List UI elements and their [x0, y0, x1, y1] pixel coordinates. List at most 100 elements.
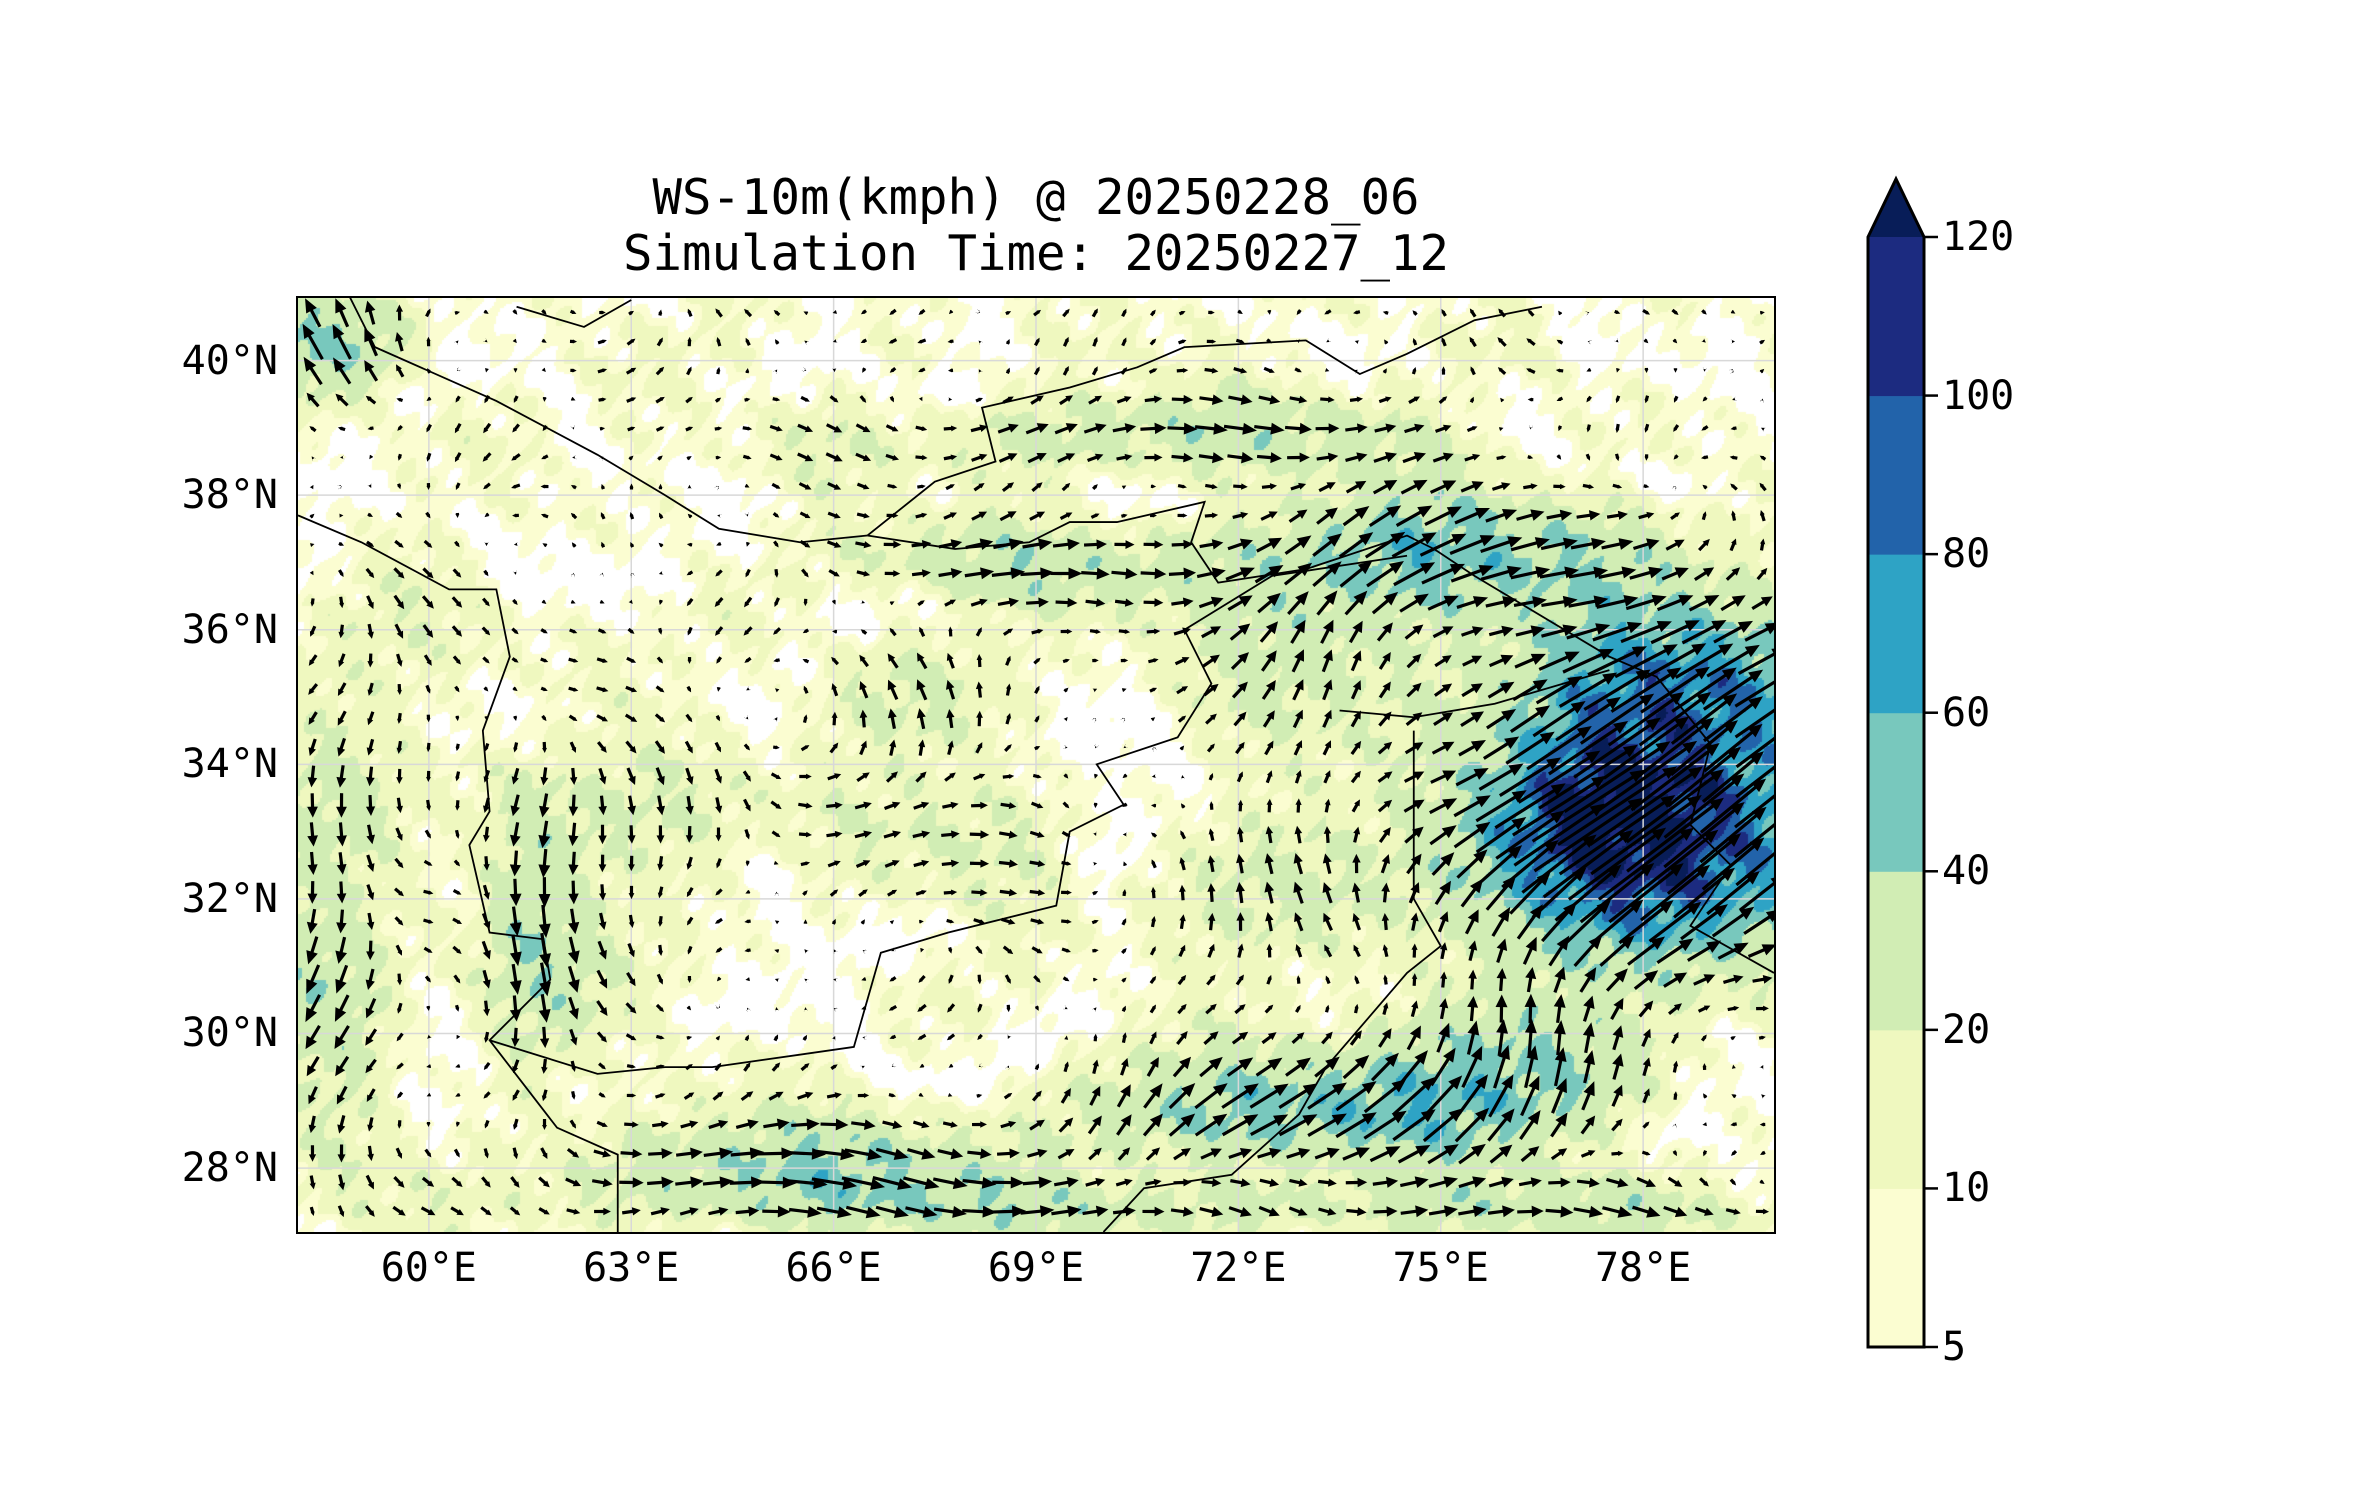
wind-vector	[1204, 367, 1219, 374]
wind-vector	[1177, 483, 1187, 489]
wind-vector	[308, 683, 319, 695]
wind-vector	[1022, 1176, 1053, 1189]
wind-vector	[1092, 336, 1098, 347]
wind-vector	[1205, 713, 1217, 725]
wind-vector	[1323, 912, 1333, 931]
wind-vector	[1062, 976, 1070, 982]
wind-vector	[687, 308, 693, 317]
wind-vector	[1207, 943, 1215, 958]
wind-vector	[1122, 832, 1127, 837]
wind-vector	[367, 483, 372, 488]
wind-vector	[773, 310, 781, 317]
wind-vector	[1454, 1107, 1490, 1143]
wind-vector	[455, 482, 461, 490]
wind-vector	[1438, 396, 1448, 404]
wind-vector	[744, 483, 750, 488]
wind-vector	[572, 455, 577, 460]
wind-vector	[334, 994, 350, 1022]
colorbar-tick-label: 20	[1942, 1006, 1991, 1053]
wind-vector	[591, 1178, 613, 1188]
wind-vector	[1524, 993, 1537, 1024]
wind-vector	[1221, 1083, 1259, 1109]
wind-vector	[1173, 627, 1191, 636]
wind-vector	[686, 456, 692, 461]
wind-vector	[1172, 1056, 1192, 1078]
wind-vector	[1116, 396, 1132, 404]
wind-vector	[708, 1206, 729, 1216]
wind-vector	[397, 1002, 403, 1014]
wind-vector	[717, 514, 722, 519]
wind-vector	[1176, 686, 1189, 695]
wind-vector	[1412, 337, 1418, 346]
wind-vector	[1264, 853, 1274, 875]
wind-vector	[1208, 828, 1215, 842]
wind-vector	[1638, 511, 1655, 520]
wind-vector	[1200, 1148, 1222, 1160]
wind-vector	[1167, 422, 1198, 435]
wind-vector	[1112, 1206, 1136, 1217]
wind-vector	[1230, 1178, 1251, 1188]
wind-vector	[1236, 771, 1243, 783]
wind-vector	[803, 1007, 808, 1012]
wind-vector	[309, 625, 317, 637]
wind-vector	[1469, 336, 1477, 348]
wind-vector	[1625, 769, 1725, 844]
wind-vector	[1254, 422, 1285, 435]
wind-vector	[1223, 422, 1257, 435]
wind-vector	[397, 1091, 404, 1099]
wind-vector	[913, 801, 930, 810]
wind-vector	[1004, 744, 1012, 752]
wind-vector	[338, 569, 344, 577]
wind-vector	[1296, 338, 1301, 344]
wind-vector	[1063, 745, 1068, 750]
wind-vector	[773, 1034, 779, 1042]
wind-vector	[1730, 1036, 1736, 1041]
wind-vector	[1730, 1122, 1737, 1127]
wind-vector	[1429, 480, 1457, 494]
wind-vector	[1527, 455, 1534, 460]
wind-vector	[702, 1176, 735, 1189]
wind-vector	[735, 1119, 759, 1130]
wind-vector	[1528, 425, 1533, 430]
wind-vector	[659, 512, 664, 520]
wind-vector	[1546, 509, 1573, 521]
wind-vector	[1005, 1065, 1010, 1070]
wind-vector	[1176, 1031, 1188, 1045]
wind-vector	[1395, 505, 1433, 527]
wind-vector	[1114, 540, 1135, 549]
wind-vector	[511, 483, 521, 489]
wind-vector	[1408, 396, 1420, 404]
wind-vector	[540, 1147, 548, 1160]
wind-vector	[1288, 509, 1308, 523]
wind-vector	[1205, 1003, 1217, 1015]
wind-vector	[889, 601, 895, 606]
wind-vector	[1590, 899, 1644, 945]
wind-vector	[596, 686, 609, 693]
wind-vector	[970, 424, 989, 433]
wind-vector	[743, 1062, 751, 1072]
wind-vector	[366, 912, 375, 931]
wind-vector	[774, 597, 780, 608]
wind-vector	[774, 978, 780, 983]
wind-vector	[1207, 883, 1216, 903]
wind-vector	[1264, 1004, 1274, 1014]
wind-vector	[937, 1148, 964, 1160]
wind-vector	[593, 1149, 612, 1158]
wind-vector	[1673, 368, 1678, 373]
wind-vector	[539, 793, 550, 818]
wind-vector	[1556, 339, 1564, 345]
wind-vector	[889, 920, 895, 925]
wind-vector	[1612, 483, 1623, 489]
wind-vector	[1374, 423, 1397, 434]
wind-vector	[365, 1058, 377, 1074]
wind-vector	[1706, 644, 1760, 678]
wind-vector	[1000, 1120, 1017, 1129]
wind-vector	[685, 767, 694, 785]
wind-vector	[1638, 1000, 1654, 1018]
wind-vector	[650, 1207, 670, 1216]
wind-vector	[1759, 1065, 1764, 1070]
wind-vector	[396, 973, 403, 986]
wind-vector	[715, 455, 722, 460]
wind-vector	[335, 936, 348, 964]
wind-vector	[1382, 368, 1387, 374]
